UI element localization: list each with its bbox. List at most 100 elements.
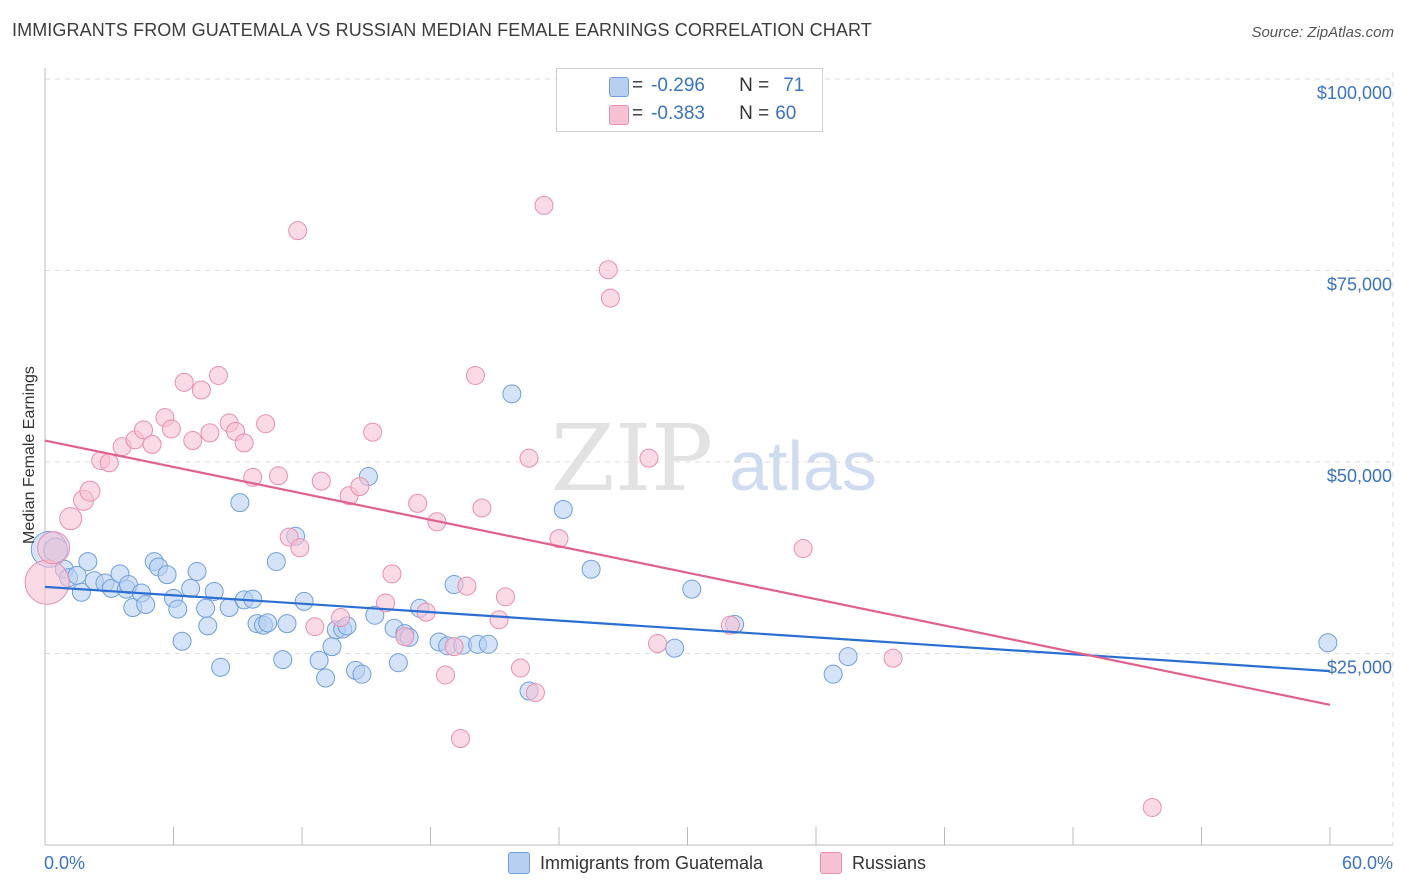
point-russians	[376, 593, 396, 613]
chart-source: Source: ZipAtlas.com	[1251, 24, 1394, 41]
point-guatemala	[204, 581, 224, 601]
point-guatemala	[365, 605, 385, 625]
point-russians	[363, 422, 383, 442]
point-guatemala	[266, 552, 286, 572]
point-guatemala	[157, 565, 177, 585]
y-tick-label: $75,000	[1327, 275, 1392, 295]
point-guatemala	[273, 650, 293, 670]
point-guatemala	[502, 384, 522, 404]
point-russians	[519, 448, 539, 468]
point-guatemala	[211, 657, 231, 677]
point-russians	[534, 195, 554, 215]
point-russians	[24, 559, 70, 605]
legend-row-guatemala: R = -0.296 N = 71	[583, 73, 804, 99]
point-guatemala	[553, 499, 573, 519]
legend-n-label: N =	[739, 103, 770, 124]
point-guatemala	[168, 599, 188, 619]
legend-n-label: N =	[739, 75, 770, 96]
point-guatemala	[478, 634, 498, 654]
y-tick-label: $100,000	[1317, 83, 1392, 103]
axis-labels: $25,000 $50,000 $75,000 $100,000 0.0% 60.0% Me…	[21, 83, 1393, 873]
point-guatemala	[294, 591, 314, 611]
point-russians	[598, 260, 618, 280]
point-russians	[311, 471, 331, 491]
point-russians	[510, 658, 530, 678]
point-guatemala	[823, 664, 843, 684]
point-russians	[134, 420, 154, 440]
point-guatemala	[196, 598, 216, 618]
legend-label-guatemala: Immigrants from Guatemala	[540, 852, 764, 873]
point-russians	[142, 434, 162, 454]
point-guatemala	[581, 559, 601, 579]
point-russians	[549, 529, 569, 549]
point-russians	[234, 433, 254, 453]
data-points	[24, 195, 1338, 817]
point-russians	[350, 477, 370, 497]
series-legend: Immigrants from Guatemala Russians	[0, 852, 1406, 878]
point-russians	[382, 564, 402, 584]
point-russians	[37, 531, 71, 565]
point-guatemala	[136, 594, 156, 614]
point-guatemala	[172, 631, 192, 651]
point-guatemala	[198, 616, 218, 636]
point-russians	[472, 498, 492, 518]
legend-swatch-pink	[820, 852, 842, 874]
point-russians	[200, 423, 220, 443]
point-russians	[59, 507, 83, 531]
point-guatemala	[309, 650, 329, 670]
point-russians	[793, 539, 813, 559]
point-guatemala	[388, 653, 408, 673]
point-russians	[444, 637, 464, 657]
point-guatemala	[838, 647, 858, 667]
point-russians	[305, 617, 325, 637]
point-guatemala	[71, 582, 91, 602]
legend-item-russians: Russians	[820, 852, 926, 874]
point-russians	[290, 538, 310, 558]
axes	[44, 68, 1393, 846]
point-russians	[408, 493, 428, 513]
point-guatemala	[322, 637, 342, 657]
point-russians	[183, 431, 203, 451]
point-russians	[395, 627, 415, 647]
grid-lines	[45, 72, 1394, 845]
point-russians	[1142, 797, 1162, 817]
point-guatemala	[352, 664, 372, 684]
legend-row-russians: R = -0.383 N = 60	[583, 101, 796, 127]
point-russians	[99, 453, 119, 473]
point-guatemala	[682, 579, 702, 599]
point-guatemala	[665, 638, 685, 658]
point-russians	[435, 665, 455, 685]
point-russians	[288, 221, 308, 241]
legend-r-value: -0.383	[651, 103, 705, 124]
legend-swatch-blue	[609, 77, 629, 97]
point-guatemala	[230, 493, 250, 513]
legend-n-value: 60	[775, 103, 797, 124]
x-tick-label-max: 60.0%	[1342, 853, 1393, 873]
trend-line-russians	[44, 439, 1331, 706]
legend-label-russians: Russians	[852, 852, 927, 873]
point-russians	[331, 607, 351, 627]
point-russians	[720, 615, 740, 635]
legend-swatch-blue	[508, 852, 530, 874]
y-tick-label: $50,000	[1327, 466, 1392, 486]
point-russians	[79, 480, 101, 502]
point-guatemala	[187, 562, 207, 582]
watermark-atlas: atlas	[729, 427, 877, 505]
point-russians	[465, 365, 485, 385]
point-russians	[161, 419, 181, 439]
watermark: ZIP atlas	[551, 405, 877, 512]
point-russians	[600, 288, 620, 308]
point-russians	[489, 610, 509, 630]
trend-lines	[44, 439, 1331, 706]
point-russians	[883, 648, 903, 668]
point-russians	[450, 729, 470, 749]
legend-item-guatemala: Immigrants from Guatemala	[508, 852, 763, 874]
point-russians	[648, 634, 668, 654]
point-russians	[191, 380, 211, 400]
y-tick-label: $25,000	[1327, 658, 1392, 678]
point-russians	[639, 448, 659, 468]
y-axis-label: Median Female Earnings	[21, 366, 38, 544]
point-guatemala	[277, 614, 297, 634]
point-russians	[174, 372, 194, 392]
